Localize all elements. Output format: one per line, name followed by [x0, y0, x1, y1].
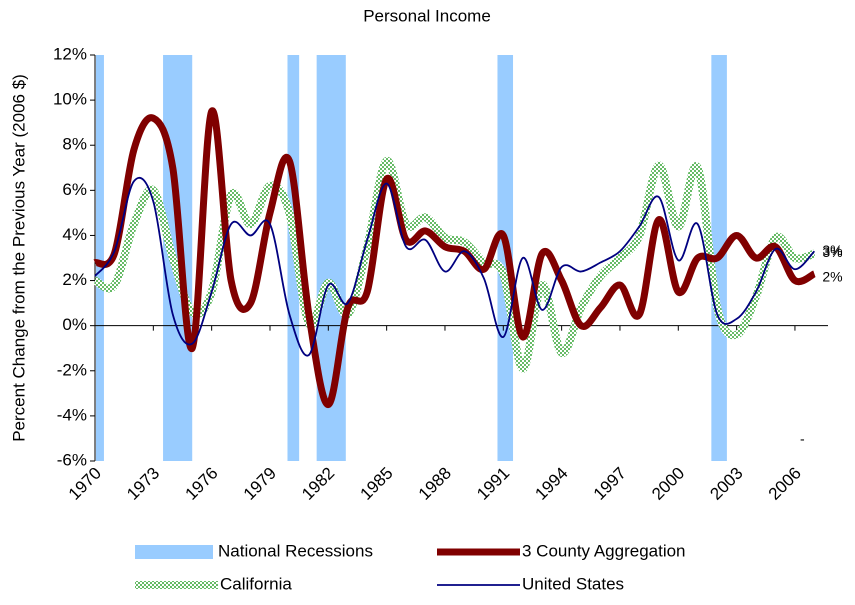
x-tick-label: 1979: [240, 464, 280, 504]
x-tick-label: 2006: [765, 464, 805, 504]
y-tick-label: 6%: [62, 180, 87, 199]
x-tick-label: 1997: [590, 464, 630, 504]
series-line: [93, 156, 816, 373]
x-tick-label: 2003: [706, 464, 746, 504]
x-tick-label: 2000: [648, 464, 688, 504]
end-label: 2%: [822, 268, 842, 284]
y-tick-label: 10%: [53, 90, 87, 109]
y-tick-label: 0%: [62, 315, 87, 334]
annotation: -: [800, 431, 805, 447]
x-tick-label: 1970: [65, 464, 105, 504]
x-tick-label: 1985: [356, 464, 396, 504]
x-tick-label: 1994: [531, 464, 571, 504]
y-tick-label: -2%: [57, 360, 87, 379]
y-tick-label: -4%: [57, 405, 87, 424]
x-tick-label: 1988: [415, 464, 455, 504]
x-tick-label: 1976: [181, 464, 221, 504]
series-line: [93, 107, 817, 409]
legend-label: California: [220, 574, 292, 593]
x-tick-label: 1973: [123, 464, 163, 504]
y-tick-label: 2%: [62, 270, 87, 289]
legend-label: National Recessions: [218, 541, 373, 560]
x-tick-label: 1991: [473, 464, 513, 504]
legend-label: United States: [522, 574, 624, 593]
x-tick-label: 1982: [298, 464, 338, 504]
recession-band: [95, 55, 104, 461]
legend-label: 3 County Aggregation: [522, 541, 686, 560]
end-label: 3%: [822, 242, 842, 258]
y-tick-label: 12%: [53, 44, 87, 63]
y-tick-label: 4%: [62, 225, 87, 244]
legend-swatch: [135, 545, 213, 559]
y-tick-label: 8%: [62, 135, 87, 154]
chart-title: Personal Income: [363, 6, 491, 25]
y-axis-label: Percent Change from the Previous Year (2…: [9, 74, 28, 442]
y-tick-label: -6%: [57, 450, 87, 469]
series-line: [94, 176, 816, 357]
end-label: 3%: [822, 244, 842, 260]
